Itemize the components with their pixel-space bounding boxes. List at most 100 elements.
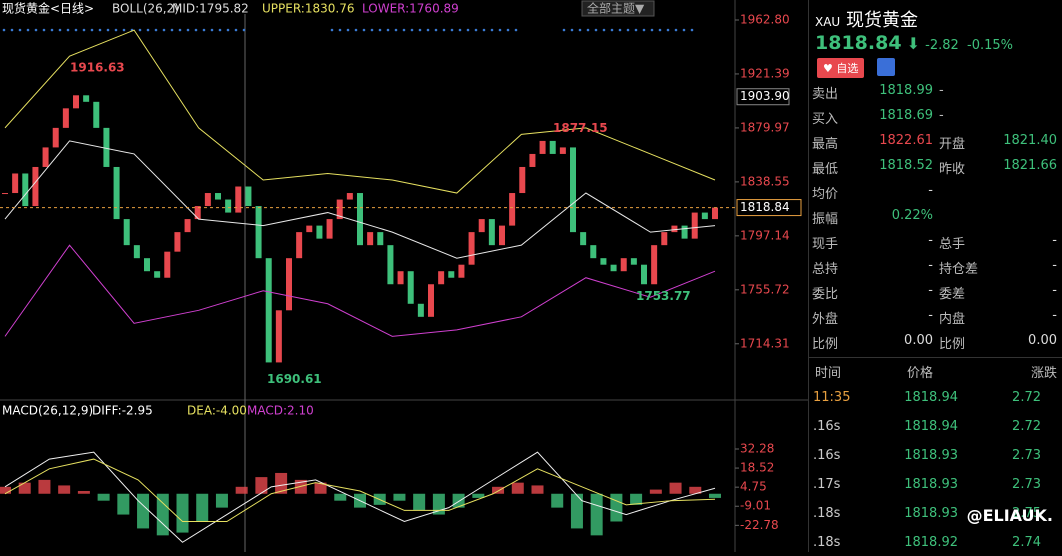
- quote-row: 均价 -: [809, 179, 1062, 204]
- quote-label: 委比: [812, 287, 839, 302]
- trade-cell: .16s: [813, 419, 841, 434]
- y-tick-label: 18.52: [740, 461, 774, 475]
- quote-value: -: [928, 233, 933, 248]
- candle: [387, 245, 394, 285]
- marker-dot: [394, 28, 398, 32]
- candle: [712, 207, 718, 220]
- marker-dot: [354, 28, 358, 32]
- marker-dot: [666, 28, 670, 32]
- quote-label: 内盘: [939, 312, 966, 327]
- marker-dot: [418, 28, 422, 32]
- quote-value: 0.00: [1028, 333, 1057, 348]
- marker-dot: [618, 28, 622, 32]
- trade-cell: .17s: [813, 477, 841, 492]
- candle: [488, 219, 495, 246]
- macd-bar: [413, 493, 426, 511]
- candle: [52, 127, 59, 148]
- trade-header-cell: 时间: [815, 366, 842, 381]
- quote-label: 委差: [939, 287, 966, 302]
- marker-dot: [482, 28, 486, 32]
- macd-bar: [590, 493, 603, 536]
- price: 1818.84: [815, 32, 902, 54]
- quote-value: 0.22%: [891, 208, 933, 223]
- marker-dot: [234, 28, 238, 32]
- trade-cell: 2.74: [1012, 535, 1041, 550]
- header-label: LOWER:1760.89: [362, 2, 459, 16]
- y-tick-label: -9.01: [740, 499, 771, 513]
- candle: [570, 147, 576, 233]
- candle: [661, 232, 668, 246]
- macd-label: DEA:-4.00: [187, 404, 247, 418]
- macd-bar: [0, 486, 11, 494]
- boll-line: [4, 140, 716, 259]
- trade-cell: 2.73: [1012, 477, 1041, 492]
- marker-dot: [138, 28, 142, 32]
- marker-dot: [18, 28, 22, 32]
- macd-bar: [551, 493, 564, 508]
- price-box-label: 1818.84: [740, 200, 790, 214]
- quote-row: 卖出 1818.99-: [809, 79, 1062, 104]
- macd-label: MACD(26,12,9): [2, 404, 93, 418]
- candle: [32, 166, 39, 207]
- candle: [123, 219, 130, 246]
- quote-row: 现手 - 总手 -: [809, 229, 1062, 254]
- y-tick-label: 1755.72: [740, 282, 790, 296]
- marker-dot: [562, 28, 566, 32]
- marker-dot: [82, 28, 86, 32]
- quote-label: 最高: [812, 137, 839, 152]
- macd-bar: [235, 486, 248, 494]
- quote-row: 最高 1822.61 开盘 1821.40: [809, 129, 1062, 154]
- marker-dot: [170, 28, 174, 32]
- header-label: 现货黄金<日线>: [2, 1, 94, 16]
- quote-label: -: [939, 108, 944, 123]
- candle: [275, 310, 282, 363]
- quote-value: -: [928, 308, 933, 323]
- quote-value: -: [928, 258, 933, 273]
- marker-dot: [226, 28, 230, 32]
- candle: [367, 232, 374, 246]
- y-tick-label: -22.78: [740, 518, 779, 532]
- candle: [458, 264, 465, 278]
- quote-value: -: [1052, 308, 1057, 323]
- macd-bar: [511, 482, 524, 494]
- trade-cell: 1818.94: [904, 390, 958, 405]
- candle: [641, 264, 647, 285]
- quote-value: 1822.61: [879, 133, 933, 148]
- candle: [245, 186, 252, 207]
- quote-label: 开盘: [939, 137, 966, 152]
- marker-dot: [338, 28, 342, 32]
- quote-title: XAU 现货黄金: [815, 6, 918, 32]
- marker-dot: [106, 28, 110, 32]
- quote-row: 总持 - 持仓差 -: [809, 254, 1062, 279]
- alert-button[interactable]: [877, 58, 895, 76]
- trade-cell: .18s: [813, 535, 841, 550]
- watch-button[interactable]: ♥ 自选: [817, 58, 865, 78]
- quote-row: 振幅 0.22%: [809, 204, 1062, 229]
- macd-bar: [649, 489, 662, 494]
- marker-dot: [690, 28, 694, 32]
- macd-bar: [709, 493, 721, 498]
- marker-dot: [498, 28, 502, 32]
- annotation: 1877.15: [553, 121, 608, 135]
- marker-dot: [658, 28, 662, 32]
- macd-bar: [275, 472, 288, 494]
- marker-box: [736, 88, 790, 106]
- marker-dot: [90, 28, 94, 32]
- candle: [215, 193, 221, 200]
- candle: [438, 271, 445, 285]
- marker-dot: [178, 28, 182, 32]
- marker-dot: [402, 28, 406, 32]
- macd-bar: [689, 486, 702, 494]
- candle: [184, 219, 191, 233]
- marker-dot: [210, 28, 214, 32]
- candle: [407, 271, 414, 304]
- candle: [651, 245, 658, 285]
- candle: [539, 140, 546, 154]
- quote-label: 卖出: [812, 87, 839, 102]
- candle: [83, 95, 90, 102]
- quote-value: -: [1052, 258, 1057, 273]
- theme-button[interactable]: 全部主题▼: [587, 1, 645, 16]
- quote-value: 1818.99: [879, 83, 933, 98]
- code: XAU: [815, 15, 841, 29]
- marker-dot: [434, 28, 438, 32]
